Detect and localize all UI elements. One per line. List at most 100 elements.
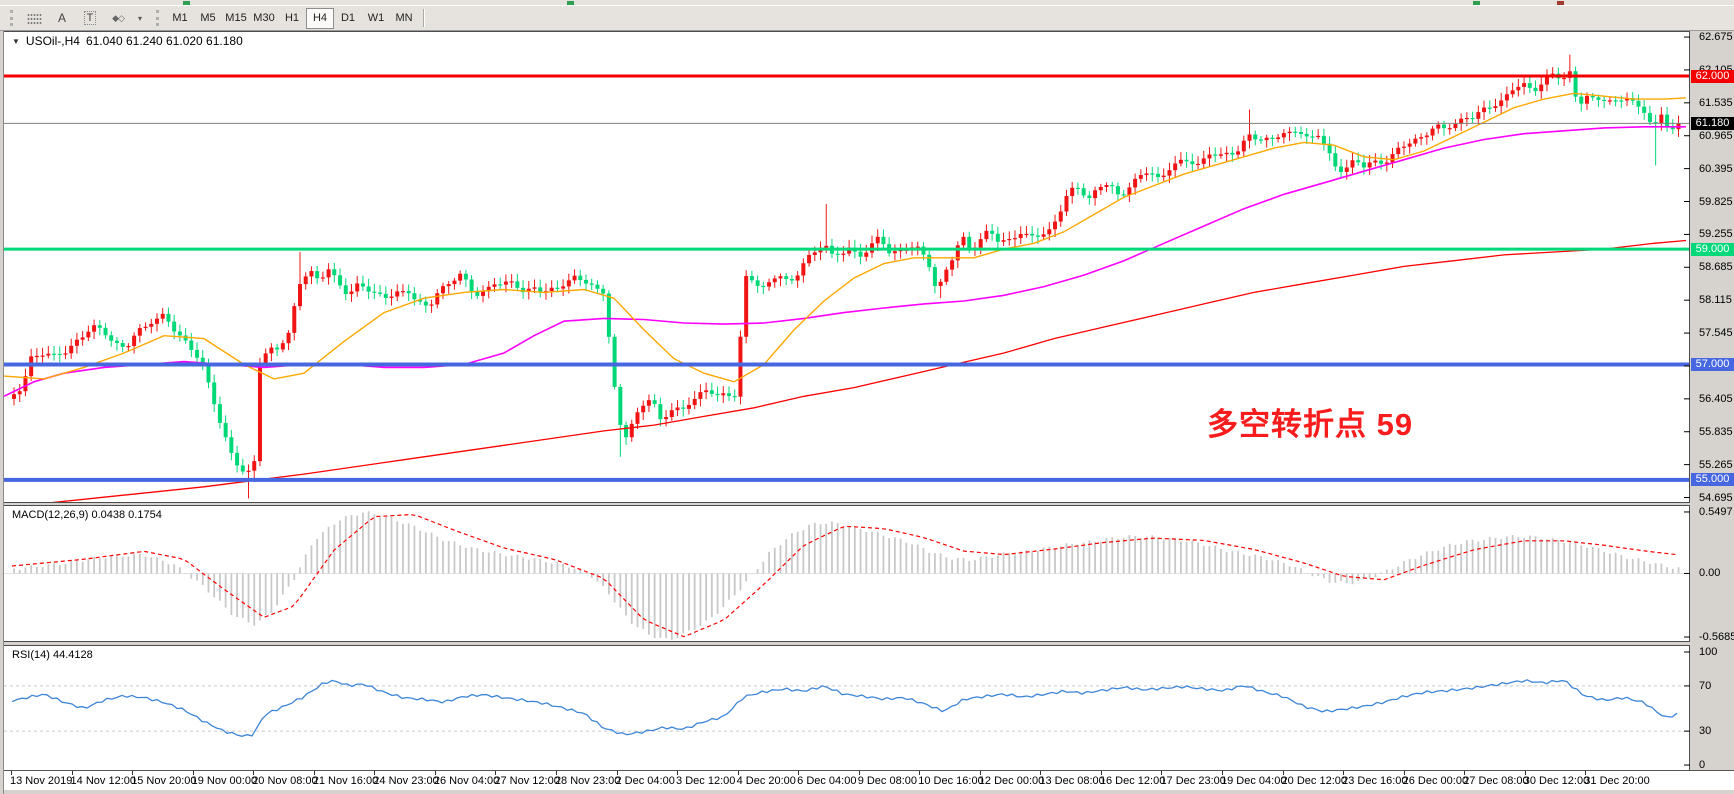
macd-tick-label: 0.00	[1699, 567, 1721, 580]
time-scale[interactable]: 13 Nov 2019 14 Nov 12:00 15 Nov 20:00 19 No…	[4, 770, 1734, 790]
time-tick-label: 3 Dec 12:00	[676, 775, 736, 787]
rsi-tick-label: 100	[1699, 646, 1718, 658]
time-tick	[798, 771, 800, 775]
price-level-badge-59.000: 59.000	[1691, 242, 1734, 256]
main-chart-canvas[interactable]	[4, 31, 1690, 503]
price-tick-label: 55.835	[1699, 425, 1733, 438]
time-tick	[1343, 771, 1345, 775]
toolbar-drag-handle[interactable]	[10, 10, 16, 26]
time-tick-label: 15 Nov 20:00	[131, 775, 197, 787]
time-tick	[1222, 771, 1223, 775]
timeframe-button-d1[interactable]: D1	[340, 12, 356, 24]
strip-mark-icon	[567, 1, 574, 5]
price-level-badge-61.180: 61.180	[1691, 116, 1734, 130]
timeframe-button-m5[interactable]: M5	[200, 12, 216, 24]
price-tick-label: 61.535	[1699, 96, 1733, 109]
time-tick-label: 12 Dec 00:00	[978, 775, 1045, 787]
time-tick	[1524, 771, 1526, 775]
timeframe-button-h1[interactable]: H1	[284, 12, 300, 24]
time-tick-label: 10 Dec 16:00	[918, 775, 984, 787]
arrows-dropdown-button[interactable]: ▾	[133, 7, 147, 29]
time-tick-label: 27 Dec 08:00	[1463, 775, 1529, 787]
text-tool-icon: A	[57, 11, 66, 25]
timeframe-group: M1 M5 M15 M30 H1 H4 D1 W1 MN	[166, 7, 418, 29]
one-click-collapse-icon[interactable]: ▼	[12, 36, 20, 46]
price-tick-label: 54.695	[1699, 491, 1733, 504]
window-left-edge	[0, 31, 4, 794]
time-tick	[495, 771, 497, 775]
timeframe-button-mn[interactable]: MN	[395, 12, 413, 24]
timeframe-button-m15[interactable]: M15	[225, 12, 247, 24]
time-tick	[616, 771, 618, 775]
time-tick-label: 17 Dec 23:00	[1160, 775, 1226, 787]
fibonacci-tool-button[interactable]	[21, 7, 47, 29]
time-tick-label: 13 Nov 2019	[10, 775, 73, 787]
price-tick-label: 58.115	[1699, 294, 1732, 307]
price-tick-label: 59.255	[1699, 228, 1733, 241]
text-label-tool-button[interactable]: T	[77, 7, 103, 29]
text-label-icon: T	[83, 11, 97, 25]
time-tick-label: 14 Nov 12:00	[70, 775, 136, 787]
toolbar-drag-handle[interactable]	[156, 10, 162, 26]
time-tick	[253, 771, 255, 775]
timeframe-button-m30[interactable]: M30	[253, 12, 275, 24]
time-tick	[1403, 771, 1405, 775]
price-tick-label: 59.825	[1699, 195, 1733, 208]
time-tick-label: 4 Dec 20:00	[736, 775, 796, 787]
rsi-name: RSI(14)	[12, 649, 50, 661]
price-tick-label: 56.405	[1699, 392, 1733, 405]
time-tick	[919, 771, 921, 775]
price-tick-label: 58.685	[1699, 261, 1733, 274]
time-tick	[1040, 771, 1042, 775]
time-tick-label: 6 Dec 04:00	[797, 775, 857, 787]
time-tick	[1161, 771, 1163, 775]
time-tick	[374, 771, 376, 775]
timeframe-button-m1[interactable]: M1	[172, 12, 188, 24]
price-tick-label: 60.965	[1699, 129, 1733, 142]
rsi-indicator-label: RSI(14) 44.4128	[12, 649, 93, 661]
time-tick-label: 19 Dec 04:00	[1221, 775, 1287, 787]
time-tick-label: 30 Dec 12:00	[1523, 775, 1590, 787]
arrows-icon: ◆◇	[112, 12, 125, 23]
chart-ohlc-values: 61.040 61.240 61.020 61.180	[85, 34, 243, 48]
time-tick-label: 26 Dec 00:00	[1402, 775, 1469, 787]
time-tick-label: 2 Dec 04:00	[615, 775, 675, 787]
macd-name: MACD(12,26,9)	[12, 509, 89, 521]
arrows-tool-button[interactable]: ◆◇	[105, 7, 131, 29]
macd-values: 0.0438 0.1754	[91, 509, 162, 521]
time-tick	[677, 771, 679, 775]
time-tick	[1464, 771, 1466, 775]
time-tick	[737, 771, 739, 775]
chart-symbol-label: USOil-,H4	[25, 34, 80, 48]
price-tick-label: 55.265	[1699, 458, 1733, 471]
price-level-badge-55.000: 55.000	[1691, 473, 1734, 487]
time-tick-label: 31 Dec 20:00	[1584, 775, 1650, 787]
line-studies-toolbar: A T ◆◇ ▾ M1 M5 M15 M30 H1 H4 D1 W1 MN	[0, 6, 1734, 31]
rsi-tick-label: 0	[1699, 759, 1706, 772]
rsi-tick-label: 70	[1699, 679, 1712, 692]
price-scale[interactable]: 62.67562.10561.53560.96560.39559.82559.2…	[1691, 31, 1734, 772]
fibonacci-icon	[26, 12, 42, 24]
time-tick-label: 28 Nov 23:00	[554, 775, 621, 787]
chevron-down-icon: ▾	[137, 13, 142, 23]
time-tick-label: 27 Nov 12:00	[494, 775, 560, 787]
timeframe-button-w1[interactable]: W1	[367, 12, 385, 24]
rsi-panel-canvas[interactable]	[4, 645, 1690, 770]
time-tick	[11, 771, 12, 775]
macd-tick-label: 0.5497	[1699, 505, 1733, 518]
rsi-value: 44.4128	[52, 649, 93, 661]
time-tick	[1282, 771, 1284, 775]
time-tick	[555, 771, 557, 775]
time-tick	[132, 771, 134, 775]
price-tick-label: 57.545	[1699, 327, 1733, 340]
text-tool-button[interactable]: A	[49, 7, 75, 29]
timeframe-button-h4[interactable]: H4	[306, 7, 334, 29]
time-tick	[313, 771, 315, 775]
time-tick-label: 16 Dec 12:00	[1099, 775, 1166, 787]
time-tick-label: 20 Nov 08:00	[252, 775, 318, 787]
time-tick-label: 23 Dec 16:00	[1342, 775, 1408, 787]
time-tick	[1585, 771, 1587, 775]
macd-panel-canvas[interactable]	[4, 505, 1690, 642]
annotation-text: 多空转折点 59	[1207, 407, 1414, 442]
